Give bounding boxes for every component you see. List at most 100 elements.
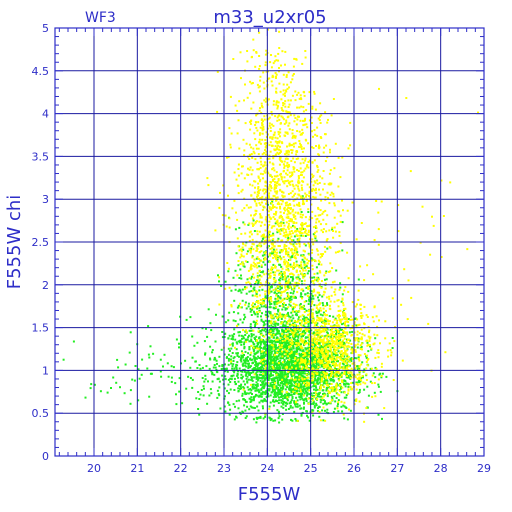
- data-point: [319, 313, 322, 316]
- data-point: [242, 329, 244, 332]
- data-point: [306, 272, 309, 275]
- data-point: [294, 211, 297, 214]
- data-point: [280, 284, 283, 287]
- data-point: [273, 245, 276, 248]
- data-point: [327, 373, 330, 376]
- data-point: [268, 368, 271, 371]
- data-point: [285, 247, 288, 250]
- data-point: [265, 390, 268, 393]
- data-point: [204, 378, 207, 381]
- data-point: [290, 220, 293, 223]
- data-point: [286, 375, 289, 378]
- data-point: [250, 214, 252, 217]
- data-point: [282, 227, 285, 230]
- data-point: [262, 362, 265, 365]
- data-point: [258, 373, 261, 376]
- data-point: [268, 161, 271, 164]
- data-point: [372, 372, 375, 375]
- data-point: [277, 323, 279, 326]
- data-point: [241, 246, 244, 249]
- data-point: [242, 359, 245, 362]
- data-point: [284, 379, 287, 382]
- data-point: [381, 417, 383, 420]
- data-point: [327, 270, 330, 273]
- data-point: [270, 266, 273, 269]
- data-point: [289, 242, 292, 245]
- data-point: [218, 380, 221, 383]
- data-point: [267, 225, 269, 228]
- data-point: [307, 270, 310, 273]
- data-point: [264, 229, 267, 232]
- data-point: [292, 208, 295, 211]
- data-point: [240, 274, 242, 277]
- data-point: [324, 370, 327, 373]
- data-point: [307, 166, 310, 169]
- data-point: [301, 314, 304, 317]
- data-point: [258, 270, 261, 273]
- data-point: [322, 228, 325, 231]
- data-point: [307, 285, 309, 288]
- data-point: [261, 312, 263, 315]
- data-point: [258, 242, 261, 244]
- data-point: [311, 210, 314, 213]
- data-point: [276, 223, 279, 226]
- data-point: [261, 383, 264, 386]
- data-point: [276, 251, 278, 254]
- data-point: [260, 197, 263, 199]
- data-point: [300, 105, 303, 108]
- data-point: [341, 323, 343, 326]
- data-point: [255, 371, 258, 374]
- data-point: [299, 386, 302, 389]
- data-point: [251, 242, 254, 245]
- data-point: [119, 386, 121, 389]
- data-point: [331, 351, 334, 354]
- data-point: [309, 379, 312, 382]
- data-point: [290, 332, 293, 335]
- data-point: [318, 415, 321, 418]
- data-point: [323, 182, 326, 185]
- data-point: [258, 202, 261, 205]
- data-point: [315, 218, 318, 221]
- data-point: [307, 288, 310, 291]
- data-point: [273, 386, 276, 389]
- data-point: [320, 229, 323, 232]
- data-point: [233, 377, 236, 380]
- data-point: [300, 293, 303, 296]
- data-point: [331, 389, 334, 392]
- data-point: [311, 375, 314, 378]
- data-point: [320, 309, 323, 312]
- data-point: [250, 290, 253, 292]
- data-point: [285, 334, 288, 337]
- data-point: [276, 394, 279, 397]
- data-point: [276, 290, 279, 292]
- data-point: [269, 349, 272, 352]
- data-point: [316, 179, 319, 182]
- data-point: [276, 174, 279, 177]
- data-point: [275, 357, 278, 360]
- data-point: [276, 221, 279, 224]
- data-point: [286, 173, 289, 176]
- data-point: [297, 273, 300, 276]
- data-point: [306, 292, 309, 295]
- data-point: [321, 212, 324, 215]
- data-point: [285, 265, 288, 268]
- data-point: [280, 275, 283, 278]
- data-point: [286, 361, 289, 364]
- data-point: [261, 355, 264, 358]
- data-point: [299, 307, 302, 310]
- data-point: [295, 387, 298, 390]
- data-point: [284, 354, 287, 357]
- data-point: [301, 158, 304, 161]
- data-point: [245, 393, 248, 395]
- data-point: [296, 314, 299, 317]
- data-point: [318, 355, 321, 358]
- data-point: [273, 307, 276, 310]
- data-point: [209, 388, 212, 391]
- data-point: [247, 370, 250, 373]
- data-point: [328, 370, 331, 372]
- data-point: [349, 409, 352, 412]
- data-point: [253, 286, 256, 289]
- data-point: [326, 392, 329, 395]
- data-point: [248, 329, 251, 332]
- data-point: [237, 331, 240, 334]
